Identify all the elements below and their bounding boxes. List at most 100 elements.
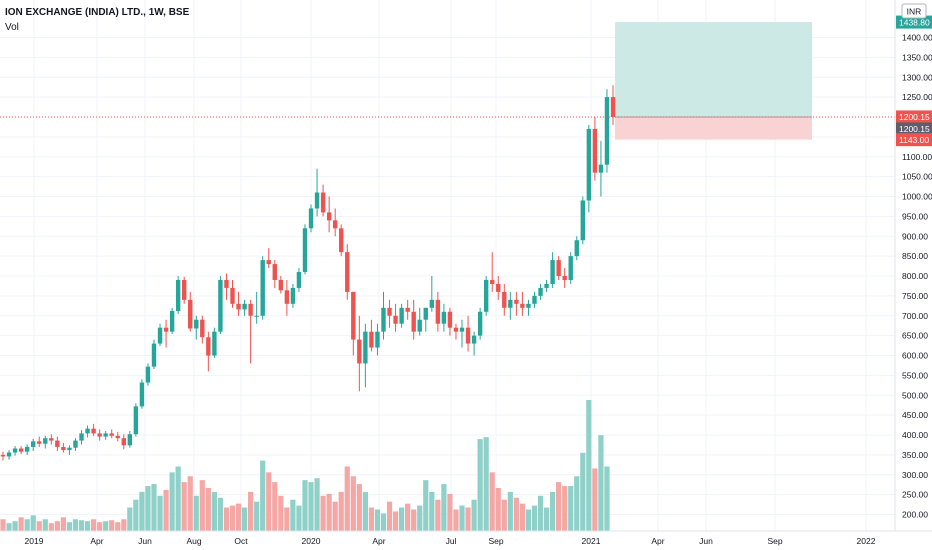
- price-tick: 900.00: [902, 231, 928, 241]
- volume-bar: [417, 505, 423, 531]
- time-tick: Jun: [699, 536, 713, 546]
- volume-bar: [423, 480, 429, 531]
- price-tick: 700.00: [902, 311, 928, 321]
- volume-bar: [399, 507, 405, 531]
- candle: [502, 283, 507, 316]
- volume-bar: [447, 493, 453, 531]
- price-tick: 750.00: [902, 291, 928, 301]
- chart-legend: ION EXCHANGE (INDIA) LTD., 1W, BSE Vol: [5, 5, 189, 35]
- target-price-badge: 1438.80: [896, 15, 932, 29]
- volume-bar: [459, 505, 465, 531]
- candle: [435, 291, 441, 332]
- price-axis[interactable]: 1400.001350.001300.001250.001200.001150.…: [894, 0, 932, 531]
- volume-bar: [477, 439, 483, 531]
- candlesticks: [0, 85, 616, 461]
- price-tick: 1300.00: [902, 72, 932, 82]
- profit-zone[interactable]: [615, 22, 812, 117]
- volume-bar: [284, 507, 290, 531]
- volume-label[interactable]: Vol: [5, 22, 19, 33]
- candle: [429, 276, 435, 312]
- volume-bar: [556, 482, 562, 531]
- price-tick: 950.00: [902, 211, 928, 221]
- candle: [483, 276, 489, 316]
- volume-bar: [139, 491, 145, 531]
- candle: [610, 85, 616, 125]
- currency-text: INR: [907, 7, 922, 17]
- price-tick: 500.00: [902, 390, 928, 400]
- volume-bar: [392, 511, 399, 531]
- volume-bar: [380, 513, 387, 531]
- loss-zone[interactable]: [615, 116, 812, 140]
- volume-bar: [217, 497, 224, 531]
- candle: [375, 323, 380, 356]
- volume-bar: [344, 466, 350, 531]
- time-axis[interactable]: 2019 Apr Jun Aug Oct 2020 Apr Jul Sep 2021 Apr Jun S…: [0, 530, 932, 546]
- candle: [326, 196, 332, 233]
- candle: [568, 252, 573, 284]
- candle: [200, 315, 205, 344]
- volume-bar: [260, 460, 266, 531]
- price-tick: 250.00: [902, 490, 928, 500]
- volume-bar: [66, 522, 73, 531]
- volume-bar: [211, 491, 217, 531]
- candle: [224, 273, 229, 300]
- volume-bar: [115, 522, 121, 531]
- candle: [514, 291, 519, 316]
- volume-bar: [531, 505, 538, 531]
- price-tick: 850.00: [902, 251, 928, 261]
- candle: [332, 208, 338, 237]
- candle: [351, 291, 356, 356]
- volume-bar: [24, 519, 30, 531]
- volume-bar: [290, 499, 296, 531]
- price-tick: 600.00: [902, 351, 928, 361]
- volume-bar: [6, 523, 12, 531]
- volume-bar: [435, 499, 441, 531]
- volume-bar: [350, 476, 356, 531]
- candle: [284, 279, 290, 316]
- volume-bar: [580, 452, 586, 531]
- last-price-badge: 1200.15: [896, 110, 932, 124]
- svg-text:1200.15: 1200.15: [899, 112, 930, 122]
- volume-bar: [501, 499, 507, 531]
- volume-bar: [489, 472, 495, 531]
- candle: [580, 196, 586, 245]
- svg-text:1200.15: 1200.15: [899, 124, 930, 134]
- candle: [157, 323, 163, 346]
- candle: [604, 89, 610, 173]
- volume-bar: [562, 486, 568, 531]
- candle: [369, 319, 374, 352]
- volume-bar: [568, 486, 574, 531]
- volume-bar: [507, 491, 513, 531]
- position-zones[interactable]: [615, 22, 812, 140]
- symbol-title[interactable]: ION EXCHANGE (INDIA) LTD., 1W, BSE: [5, 7, 190, 18]
- candle: [79, 430, 84, 445]
- candle: [544, 279, 549, 292]
- candle: [254, 291, 259, 324]
- volume-bar: [411, 509, 417, 531]
- volume-bar: [429, 491, 435, 531]
- candle: [133, 403, 139, 437]
- candle: [266, 248, 271, 269]
- currency-label[interactable]: INR: [901, 3, 927, 19]
- volume-bar: [525, 509, 532, 531]
- candle: [49, 434, 54, 445]
- volume-bar: [157, 495, 163, 531]
- candle: [55, 436, 60, 451]
- volume-bar: [109, 520, 115, 531]
- candle: [206, 331, 211, 372]
- time-tick: Apr: [651, 536, 664, 546]
- candle: [532, 291, 537, 308]
- volume-bar: [145, 486, 151, 531]
- volume-bar: [175, 466, 181, 531]
- volume-bar: [127, 507, 133, 531]
- candle: [598, 140, 604, 197]
- volume-bar: [338, 491, 344, 531]
- candle: [345, 244, 350, 300]
- candle: [387, 299, 392, 328]
- time-tick: 2019: [25, 536, 44, 546]
- candle: [212, 327, 217, 358]
- candle: [363, 323, 368, 388]
- volume-bar: [453, 509, 459, 531]
- candle: [230, 279, 235, 308]
